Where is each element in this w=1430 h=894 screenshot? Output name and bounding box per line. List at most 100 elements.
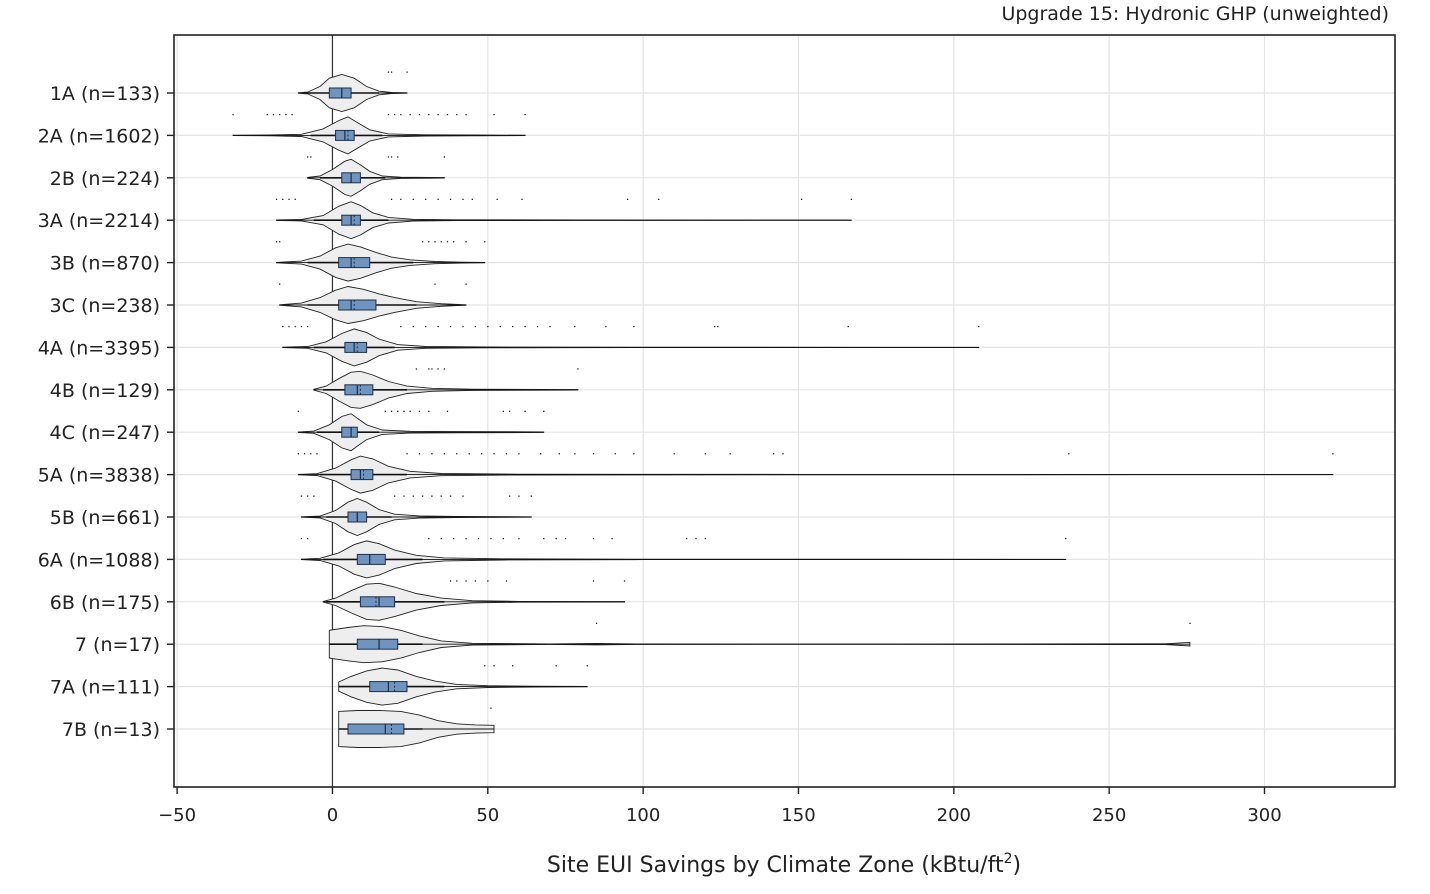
violin-group [313,368,579,409]
outlier-point [446,241,449,243]
outlier-point [446,410,449,412]
x-tick-label: 200 [937,805,971,826]
outlier-point [518,495,520,497]
iqr-box [356,553,386,565]
outlier-point [658,198,660,200]
y-tick-label: 3C (n=238) [50,295,160,317]
violin-group [297,410,545,452]
outlier-point [440,241,442,243]
outlier-point [316,453,318,455]
violin-group [279,283,467,324]
outlier-point [493,113,495,116]
outlier-point [456,580,458,582]
outlier-point [443,453,445,455]
violin-layer [232,71,1334,748]
outlier-point [505,580,508,582]
outlier-point [521,198,523,200]
x-tick-label: −50 [158,805,196,826]
outlier-point [595,622,598,624]
outlier-point [502,410,505,412]
outlier-point [431,453,433,455]
y-tick-label: 4B (n=129) [50,380,160,402]
outlier-point [440,495,442,497]
outlier-point [403,495,405,497]
outlier-point [412,495,414,497]
outlier-point [421,241,424,243]
outlier-point [524,410,526,412]
outlier-point [474,325,477,328]
outlier-point [434,241,436,243]
outlier-point [390,71,393,73]
outlier-point [282,198,284,200]
y-tick-label: 2B (n=224) [50,168,160,190]
outlier-point [406,71,408,73]
outlier-point [387,71,390,73]
x-tick-label: 150 [781,805,815,826]
outlier-point [978,325,980,328]
outlier-point [303,453,306,455]
iqr-box [347,723,405,735]
outlier-point [555,537,557,540]
outlier-point [288,198,290,200]
y-tick-label: 1A (n=133) [50,83,160,105]
outlier-point [300,495,303,497]
y-tick-label: 7 (n=17) [75,634,160,656]
outlier-point [592,537,595,540]
violin-group [338,665,588,706]
outlier-point [1065,537,1067,540]
y-tick-label: 2A (n=1602) [38,125,160,147]
iqr-box [359,596,396,608]
outlier-point [300,537,303,540]
outlier-point [306,156,309,158]
violin-group [297,71,408,112]
outlier-point [713,325,716,328]
outlier-point [543,537,545,540]
outlier-point [717,325,719,328]
outlier-point [393,113,396,116]
y-tick-label: 3A (n=2214) [38,210,160,232]
outlier-point [673,453,675,455]
x-tick-label: 300 [1247,805,1281,826]
outlier-point [306,325,309,328]
outlier-point [403,410,405,412]
outlier-point [847,325,849,328]
outlier-point [574,453,576,455]
outlier-point [518,537,520,540]
outlier-point [390,410,393,412]
outlier-point [462,198,464,200]
outlier-point [471,198,473,200]
outlier-point [518,453,520,455]
outlier-point [474,580,477,582]
outlier-point [387,113,390,116]
outlier-point [524,325,526,328]
outlier-point [577,368,579,370]
y-tick-label: 3B (n=870) [50,253,160,275]
x-axis-label-superscript: 2 [1004,851,1013,867]
outlier-point [623,580,626,582]
outlier-point [586,665,588,667]
outlier-point [1189,622,1191,624]
outlier-point [782,453,784,455]
outlier-point [540,453,542,455]
outlier-point [272,113,275,116]
y-tick-label: 5A (n=3838) [38,465,160,487]
iqr-box [344,384,374,396]
outlier-point [397,410,399,412]
outlier-point [297,410,299,412]
iqr-box [356,638,399,650]
outlier-point [279,113,281,116]
outlier-point [285,113,287,116]
outlier-point [443,368,445,370]
outlier-point [390,156,393,158]
outlier-point [297,453,299,455]
outlier-point [493,665,495,667]
violin-group [275,198,852,240]
violin-group [306,156,445,197]
outlier-point [487,325,489,328]
outlier-point [462,495,464,497]
x-axis-label-main: Site EUI Savings by Climate Zone (kBtu/f… [547,853,1004,878]
outlier-point [456,113,458,116]
violin-group [282,325,980,367]
outlier-point [440,537,442,540]
